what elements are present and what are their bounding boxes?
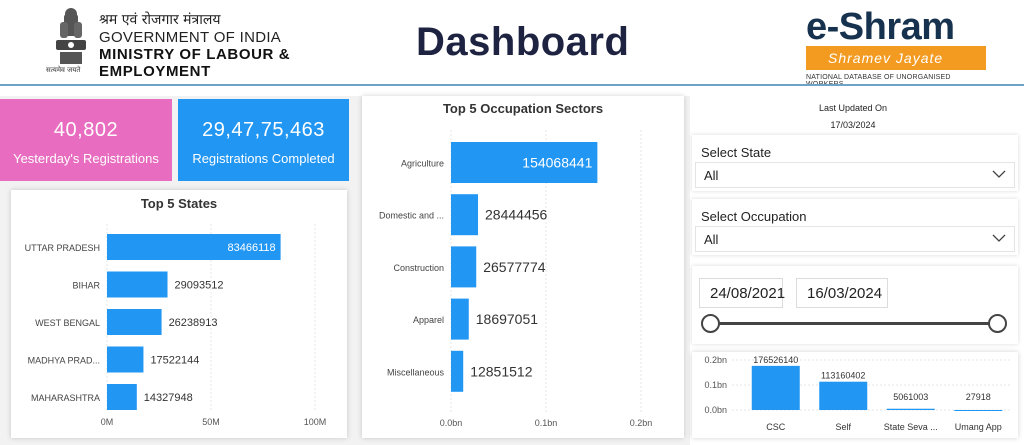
bar (107, 234, 281, 260)
data-label: 14327948 (144, 392, 193, 404)
category-label: Self (835, 422, 851, 432)
date-range-slicer: 24/08/2021 16/03/2024 (692, 266, 1018, 344)
slider-start-handle[interactable] (701, 314, 720, 333)
emblem-caption: सत्यमेव जयते (46, 66, 81, 74)
occupation-dropdown[interactable]: All (695, 226, 1015, 252)
header: सत्यमेव जयते श्रम एवं रोजगार मंत्रालय GO… (0, 0, 1024, 88)
bar (451, 194, 479, 236)
y-tick-label: 0.0bn (704, 405, 727, 415)
occupation-slicer-label: Select Occupation (701, 209, 807, 224)
x-tick-label: 0M (101, 417, 114, 427)
state-dropdown-value: All (704, 168, 719, 183)
bar (107, 271, 168, 298)
x-tick-label: 100M (304, 417, 327, 427)
x-tick-label: 50M (202, 417, 220, 427)
data-label: 12851512 (470, 363, 533, 379)
start-date-input[interactable]: 24/08/2021 (699, 278, 785, 308)
data-label: 29093512 (175, 279, 224, 291)
brand-name: e-Shram (806, 6, 955, 48)
category-label: MAHARASHTRA (31, 393, 100, 403)
kpi-registrations-completed: 29,47,75,463 Registrations Completed (178, 99, 349, 181)
data-label: 17522144 (150, 354, 199, 366)
state-slicer-label: Select State (701, 145, 772, 160)
data-label: 26238913 (169, 317, 218, 329)
category-label: UTTAR PRADESH (25, 243, 100, 253)
category-label: CSC (766, 422, 786, 432)
registration-channel-chart: 0.0bn 0.1bn 0.2bn 176526140 CSC 113160402 Self… (704, 355, 1012, 432)
top-occupations-chart: 0.0bn 0.1bn 0.2bn Agriculture 154068441 Domes… (379, 130, 653, 428)
category-label: MADHYA PRAD... (28, 356, 100, 366)
brand-tagline: Shramev Jayate (806, 46, 986, 70)
category-label: State Seva ... (884, 422, 938, 432)
registration-channel-card: 0.0bn 0.1bn 0.2bn 176526140 CSC 113160402 Self… (692, 352, 1018, 438)
bar (451, 350, 464, 392)
bar (451, 142, 598, 183)
bar (451, 246, 477, 288)
category-label: Construction (393, 263, 444, 273)
kpi-label: Yesterday's Registrations (13, 151, 159, 166)
data-label: 18697051 (476, 311, 539, 327)
data-label: 26577774 (483, 259, 546, 275)
category-label: Domestic and ... (379, 211, 444, 221)
bar (107, 309, 162, 335)
kpi-yesterday-registrations: 40,802 Yesterday's Registrations (0, 99, 172, 181)
data-label: 154068441 (522, 155, 592, 171)
bar (954, 409, 1003, 411)
eshram-logo: e-Shram Shramev Jayate NATIONAL DATABASE… (806, 6, 990, 88)
x-tick-label: 0.2bn (630, 418, 653, 428)
chart-title: Top 5 States (140, 196, 218, 211)
top-states-card: Top 5 States 0M 50M 100M UTTAR PRADESH 83466… (11, 190, 347, 438)
category-label: BIHAR (72, 281, 100, 291)
state-dropdown[interactable]: All (695, 162, 1015, 188)
x-tick-label: 0.1bn (535, 418, 558, 428)
government-label: GOVERNMENT OF INDIA (99, 29, 282, 46)
ministry-line2: EMPLOYMENT (99, 63, 211, 80)
slider-track (710, 322, 1000, 325)
chart-title: Top 5 Occupation Sectors (442, 101, 604, 116)
category-label: Apparel (413, 315, 444, 325)
category-label: Agriculture (401, 159, 444, 169)
page-title: Dashboard (416, 20, 630, 64)
data-label: 176526140 (753, 355, 798, 365)
bar (451, 298, 469, 340)
top-occupations-card: Top 5 Occupation Sectors 0.0bn 0.1bn 0.2bn… (362, 96, 684, 438)
slider-end-handle[interactable] (988, 314, 1007, 333)
bar (107, 346, 144, 373)
last-updated-date: 17/03/2024 (830, 120, 876, 130)
ministry-name: श्रम एवं रोजगार मंत्रालय GOVERNMENT OF I… (99, 12, 290, 80)
y-tick-label: 0.2bn (704, 355, 727, 365)
national-emblem-icon (56, 8, 86, 64)
chevron-down-icon (992, 170, 1006, 178)
end-date-input[interactable]: 16/03/2024 (796, 278, 888, 308)
data-label: 28444456 (485, 207, 548, 223)
category-label: Miscellaneous (387, 367, 445, 377)
x-tick-label: 0.0bn (440, 418, 463, 428)
top-states-chart: 0M 50M 100M UTTAR PRADESH 83466118 BIHAR 29093… (25, 224, 327, 427)
occupation-slicer: Select Occupation All (692, 199, 1018, 255)
data-label: 113160402 (821, 371, 865, 381)
category-label: Umang App (955, 422, 1002, 432)
occupation-dropdown-value: All (704, 232, 719, 247)
kpi-value: 29,47,75,463 (202, 119, 325, 141)
data-label: 27918 (966, 392, 991, 402)
state-slicer: Select State All (692, 135, 1018, 191)
last-updated-label: Last Updated On (818, 103, 888, 113)
kpi-value: 40,802 (53, 119, 119, 141)
header-divider (0, 84, 1024, 86)
ministry-line1: MINISTRY OF LABOUR & (99, 46, 291, 63)
kpi-label: Registrations Completed (192, 151, 335, 166)
data-label: 83466118 (227, 242, 275, 254)
bar (751, 365, 800, 410)
category-label: WEST BENGAL (35, 318, 100, 328)
bar (819, 381, 868, 410)
chevron-down-icon (992, 234, 1006, 242)
bar (886, 408, 935, 410)
bar (107, 384, 137, 410)
data-label: 5061003 (893, 392, 928, 402)
y-tick-label: 0.1bn (704, 380, 727, 390)
ministry-hindi: श्रम एवं रोजगार मंत्रालय (99, 12, 221, 28)
